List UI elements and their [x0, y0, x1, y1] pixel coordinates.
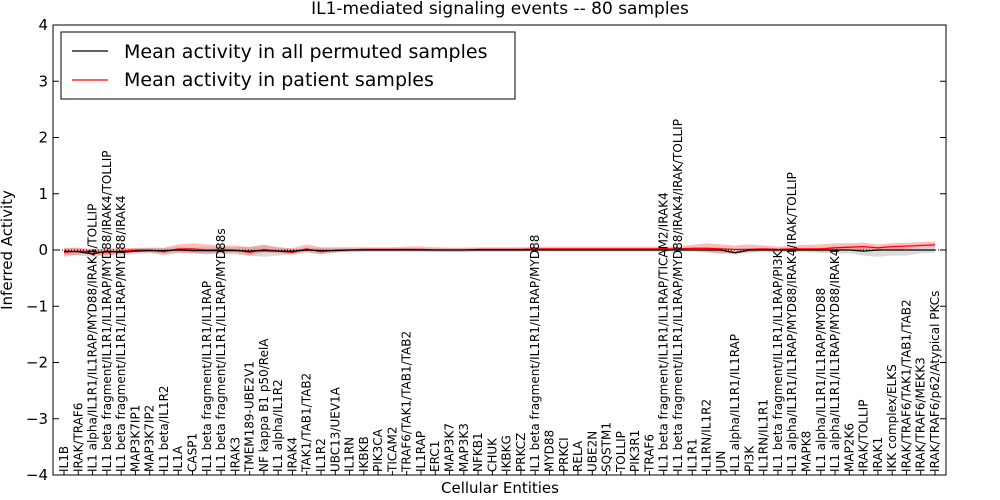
legend: Mean activity in all permuted samples Me… — [60, 31, 516, 100]
x-tick-label: MAP2K6 — [842, 423, 856, 472]
x-tick-label: IL1 alpha/IL1R2 — [271, 379, 285, 472]
x-tick-label: PIK3R1 — [628, 430, 642, 472]
x-tick-label: IL1 beta/IL1R2 — [157, 385, 171, 472]
x-tick-label: TAK1/TAB1/TAB2 — [300, 373, 314, 473]
x-tick-label: IL1 beta fragment/IL1R1/IL1RAP/MYD88/IRA… — [671, 119, 685, 472]
x-tick-label: IL1 beta fragment/IL1R1/IL1RAP — [200, 281, 214, 472]
x-tick-label: MAP3K7IP2 — [143, 405, 157, 472]
x-tick-label: IL1B — [57, 446, 71, 472]
x-tick-label: NFKB1 — [471, 432, 485, 472]
x-tick-label: IL1 beta fragment/IL1R1/IL1RAP/MYD88s — [214, 228, 228, 472]
x-tick-label: IL1 alpha/IL1R1/IL1RAP/MYD88/IRAK4/TOLLI… — [86, 204, 100, 472]
x-tick-label: IRAK/TRAF6/TAK1/TAB1/TAB2 — [899, 299, 913, 472]
x-tick-label: IL1 beta fragment/IL1R1/IL1RAP/MYD88 — [528, 235, 542, 472]
y-tick-label: −1 — [26, 297, 48, 315]
x-tick-label: TICAM2 — [385, 427, 399, 473]
x-tick-label: JUN — [714, 451, 728, 473]
series-lines — [63, 244, 936, 255]
y-tick-label: −2 — [26, 354, 48, 372]
x-tick-label: MAP3K7IP1 — [128, 405, 142, 472]
x-tick-label: MAP3K7 — [443, 423, 457, 472]
x-tick-label: IL1RN/IL1R2 — [700, 399, 714, 472]
x-tick-label: IL1 alpha/IL1R1/IL1RAP/MYD88 — [814, 288, 828, 472]
x-tick-label: PI3K — [742, 445, 756, 472]
x-tick-label: IRAK/TRAF6/p62/Atypical PKCs — [928, 291, 942, 472]
x-tick-label: IL1 beta fragment/IL1R1/IL1RAP/MYD88/IRA… — [100, 150, 114, 471]
x-tick-label: IL1 alpha/IL1R1/IL1RAP — [728, 334, 742, 472]
legend-label-patient: Mean activity in patient samples — [124, 69, 434, 91]
x-tick-label: UBC13/UEV1A — [328, 386, 342, 472]
plot-frame — [52, 24, 947, 476]
x-tick-label: PRKCZ — [514, 433, 528, 472]
x-tick-label: ERC1 — [428, 441, 442, 472]
x-tick-label: CHUK — [485, 437, 499, 472]
x-tick-label: TRAF6 — [642, 434, 656, 473]
chart-title: IL1-mediated signaling events -- 80 samp… — [311, 0, 689, 19]
series-line-permuted — [63, 249, 935, 255]
legend-box — [60, 31, 516, 100]
x-tick-label: SQSTM1 — [600, 422, 614, 472]
x-axis-ticks: IL1B IRAK/TRAF6 IL1 alpha/IL1R1/IL1RAP/MYD… — [57, 119, 942, 475]
x-tick-label: IKBKB — [357, 436, 371, 472]
y-tick-label: −4 — [26, 466, 48, 484]
x-tick-label: IKK complex/ELKS — [885, 364, 899, 472]
x-tick-label: IL1R2 — [314, 438, 328, 472]
x-tick-label: IL1R1 — [685, 438, 699, 472]
y-axis-ticks: −4 −3 −2 −1 0 1 2 3 4 — [26, 16, 946, 484]
x-tick-label: IRAK4 — [286, 437, 300, 472]
x-tick-label: IRAK/TOLLIP — [857, 400, 871, 472]
x-tick-label: RELA — [571, 440, 585, 472]
x-tick-label: IL1RN/IL1R1 — [757, 399, 771, 472]
x-tick-label: IL1 beta fragment/IL1R1/IL1RAP/MYD88/IRA… — [114, 195, 128, 472]
x-tick-label: MAP3K3 — [457, 423, 471, 472]
x-tick-label: TOLLIP — [614, 431, 628, 473]
x-tick-label: IRAK/TRAF6 — [71, 403, 85, 472]
x-tick-label: CASP1 — [186, 433, 200, 472]
x-tick-label: IL1 alpha/IL1R1/IL1RAP/MYD88/IRAK4/IRAK/… — [785, 172, 799, 472]
x-tick-label: IRAK/TRAF6/MEKK3 — [914, 357, 928, 472]
x-tick-label: MAPK8 — [800, 431, 814, 472]
y-tick-label: 1 — [38, 185, 48, 203]
legend-label-permuted: Mean activity in all permuted samples — [124, 41, 487, 63]
y-tick-label: 0 — [38, 241, 48, 259]
x-tick-label: IL1 beta fragment/IL1R1/IL1RAP/TICAM2/IR… — [657, 192, 671, 472]
y-axis-label: Inferred Activity — [0, 190, 16, 310]
x-tick-label: IKBKG — [500, 435, 514, 472]
x-tick-label: UBE2N — [585, 431, 599, 472]
y-tick-label: −3 — [26, 410, 48, 428]
x-tick-label: MYD88 — [543, 430, 557, 472]
x-tick-label: IL1 alpha/IL1R1/IL1RAP/MYD88/IRAK4 — [828, 249, 842, 472]
x-axis-label: Cellular Entities — [441, 479, 559, 497]
y-tick-label: 4 — [38, 16, 48, 34]
x-tick-label: PIK3CA — [371, 428, 385, 472]
x-tick-label: NF kappa B1 p50/RelA — [257, 338, 271, 472]
y-tick-label: 2 — [38, 129, 48, 147]
x-tick-label: PRKCI — [557, 437, 571, 472]
x-tick-label: IL1A — [171, 445, 185, 472]
x-tick-label: TRAF6/TAK1/TAB1/TAB2 — [400, 331, 414, 473]
x-tick-label: IL1RN — [343, 437, 357, 472]
x-tick-label: IL1RAP — [414, 431, 428, 472]
y-tick-label: 3 — [38, 72, 48, 90]
x-tick-label: IRAK3 — [228, 437, 242, 472]
x-tick-label: IRAK1 — [871, 437, 885, 472]
x-tick-label: IL1 beta fragment/IL1R1/IL1RAP/PI3K — [771, 249, 785, 472]
x-tick-label: TMEM189-UBE2V1 — [243, 361, 257, 473]
